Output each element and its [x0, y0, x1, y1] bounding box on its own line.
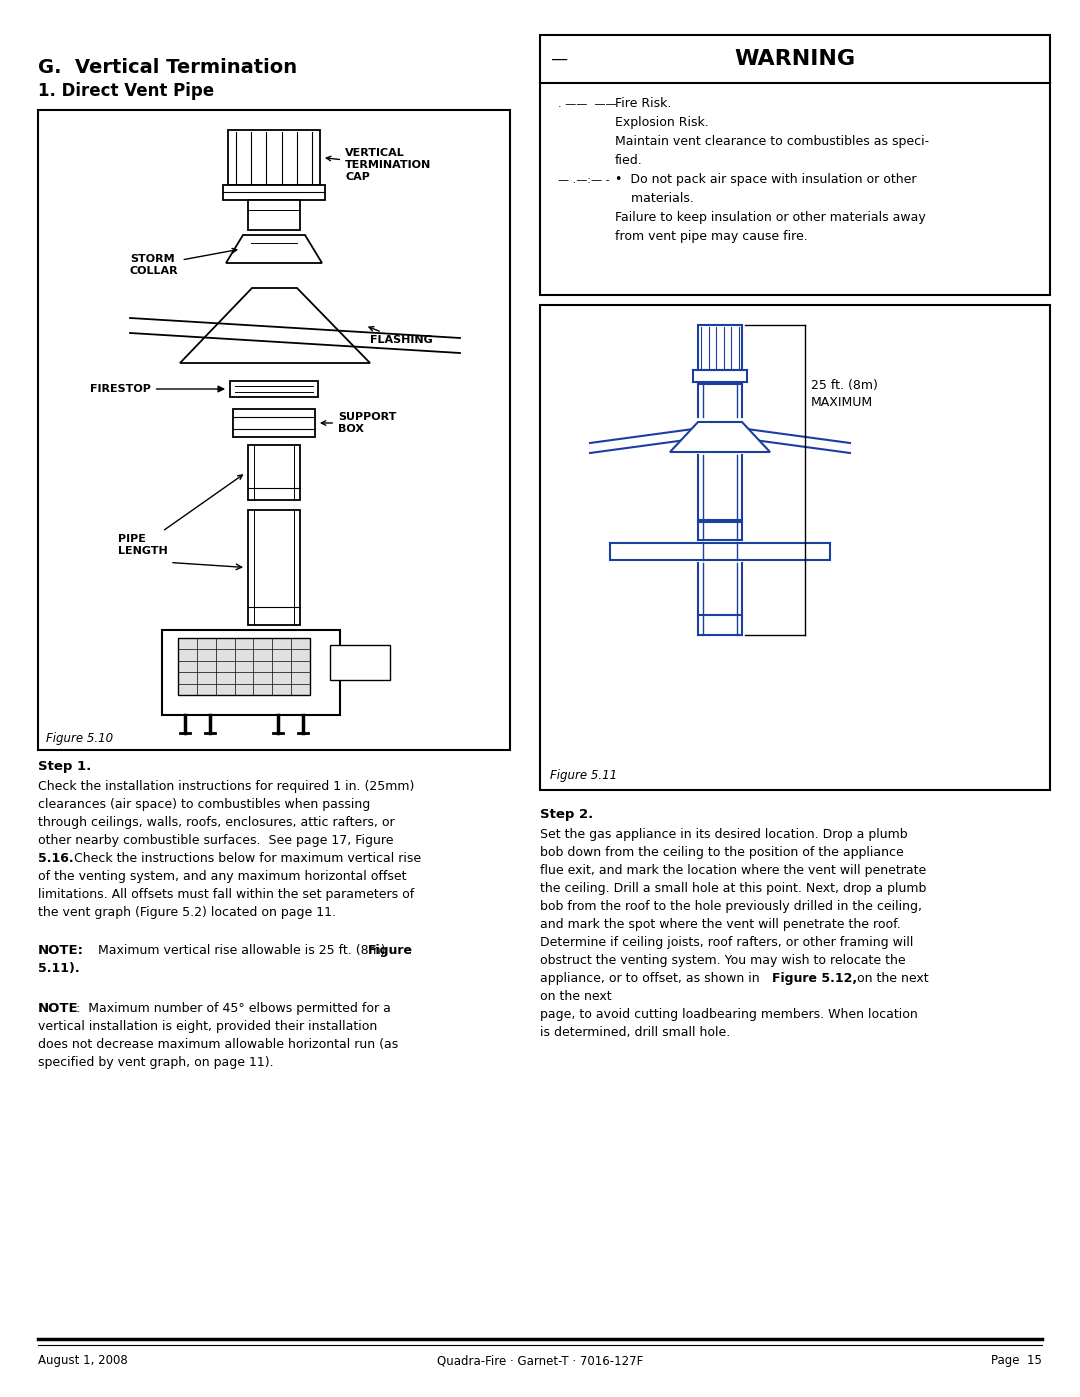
- Text: Figure 5.10: Figure 5.10: [46, 732, 113, 745]
- Text: vertical installation is eight, provided their installation: vertical installation is eight, provided…: [38, 1020, 377, 1032]
- Bar: [248, 446, 300, 500]
- Bar: [222, 184, 325, 200]
- Text: Determine if ceiling joists, roof rafters, or other framing will: Determine if ceiling joists, roof rafter…: [540, 936, 914, 949]
- Bar: [698, 326, 742, 370]
- Text: Figure 5.11: Figure 5.11: [550, 768, 617, 782]
- Bar: [610, 543, 831, 560]
- Text: :  Maximum number of 45° elbows permitted for a: : Maximum number of 45° elbows permitted…: [76, 1002, 391, 1016]
- Text: Step 1.: Step 1.: [38, 760, 91, 773]
- Text: FIRESTOP: FIRESTOP: [90, 384, 224, 394]
- Text: page, to avoid cutting loadbearing members. When location: page, to avoid cutting loadbearing membe…: [540, 1009, 918, 1021]
- Text: limitations. All offsets must fall within the set parameters of: limitations. All offsets must fall withi…: [38, 888, 415, 901]
- Bar: [540, 305, 1050, 789]
- Text: Quadra-Fire · Garnet-T · 7016-127F: Quadra-Fire · Garnet-T · 7016-127F: [437, 1354, 643, 1368]
- Text: is determined, drill small hole.: is determined, drill small hole.: [540, 1025, 730, 1039]
- Text: Check the instructions below for maximum vertical rise: Check the instructions below for maximum…: [66, 852, 421, 865]
- Text: Explosion Risk.: Explosion Risk.: [615, 116, 708, 129]
- Text: 5.16.: 5.16.: [38, 852, 73, 865]
- Text: through ceilings, walls, roofs, enclosures, attic rafters, or: through ceilings, walls, roofs, enclosur…: [38, 816, 394, 828]
- Text: obstruct the venting system. You may wish to relocate the: obstruct the venting system. You may wis…: [540, 954, 906, 967]
- Text: August 1, 2008: August 1, 2008: [38, 1354, 127, 1368]
- Text: 1. Direct Vent Pipe: 1. Direct Vent Pipe: [38, 82, 214, 101]
- Text: flue exit, and mark the location where the vent will penetrate: flue exit, and mark the location where t…: [540, 863, 927, 877]
- Text: the vent graph (Figure 5.2) located on page 11.: the vent graph (Figure 5.2) located on p…: [38, 907, 336, 919]
- Text: Step 2.: Step 2.: [540, 807, 593, 821]
- Text: PIPE
LENGTH: PIPE LENGTH: [118, 475, 242, 556]
- Text: SUPPORT
BOX: SUPPORT BOX: [322, 412, 396, 434]
- Text: STORM
COLLAR: STORM COLLAR: [130, 249, 237, 275]
- Text: Page  15: Page 15: [991, 1354, 1042, 1368]
- Polygon shape: [670, 422, 770, 453]
- Text: clearances (air space) to combustibles when passing: clearances (air space) to combustibles w…: [38, 798, 370, 812]
- Text: the ceiling. Drill a small hole at this point. Next, drop a plumb: the ceiling. Drill a small hole at this …: [540, 882, 927, 895]
- Text: Set the gas appliance in its desired location. Drop a plumb: Set the gas appliance in its desired loc…: [540, 828, 907, 841]
- Text: — .—:— -: — .—:— -: [558, 175, 609, 184]
- Text: Fire Risk.: Fire Risk.: [615, 96, 672, 110]
- Text: . ——  ——: . —— ——: [558, 99, 617, 109]
- Text: NOTE: NOTE: [38, 1002, 79, 1016]
- Text: Check the installation instructions for required 1 in. (25mm): Check the installation instructions for …: [38, 780, 415, 793]
- Text: ―: ―: [552, 52, 567, 67]
- Bar: [230, 381, 318, 397]
- Text: fied.: fied.: [615, 154, 643, 168]
- Text: other nearby combustible surfaces.  See page 17, Figure: other nearby combustible surfaces. See p…: [38, 834, 393, 847]
- Text: appliance, or to offset, as shown in: appliance, or to offset, as shown in: [540, 972, 764, 985]
- Bar: [178, 638, 310, 694]
- Text: G.  Vertical Termination: G. Vertical Termination: [38, 59, 297, 77]
- Text: of the venting system, and any maximum horizontal offset: of the venting system, and any maximum h…: [38, 870, 406, 883]
- Polygon shape: [180, 288, 370, 363]
- Bar: [38, 110, 510, 750]
- Text: bob from the roof to the hole previously drilled in the ceiling,: bob from the roof to the hole previously…: [540, 900, 922, 914]
- Text: Figure: Figure: [368, 944, 413, 957]
- Text: 5.11).: 5.11).: [38, 963, 80, 975]
- Bar: [540, 35, 1050, 295]
- Text: materials.: materials.: [615, 191, 693, 205]
- Text: MAXIMUM: MAXIMUM: [811, 397, 873, 409]
- Text: Figure 5.12,: Figure 5.12,: [772, 972, 858, 985]
- Text: on the next: on the next: [540, 990, 611, 1003]
- Text: Failure to keep insulation or other materials away: Failure to keep insulation or other mate…: [615, 211, 926, 224]
- Text: does not decrease maximum allowable horizontal run (as: does not decrease maximum allowable hori…: [38, 1038, 399, 1051]
- Text: Maintain vent clearance to combustibles as speci-: Maintain vent clearance to combustibles …: [615, 136, 929, 148]
- Text: bob down from the ceiling to the position of the appliance: bob down from the ceiling to the positio…: [540, 847, 904, 859]
- Text: on the next: on the next: [853, 972, 929, 985]
- Text: specified by vent graph, on page 11).: specified by vent graph, on page 11).: [38, 1056, 273, 1069]
- Bar: [162, 630, 340, 715]
- Text: and mark the spot where the vent will penetrate the roof.: and mark the spot where the vent will pe…: [540, 918, 901, 930]
- Text: from vent pipe may cause fire.: from vent pipe may cause fire.: [615, 231, 808, 243]
- Text: Maximum vertical rise allowable is 25 ft. (8m): Maximum vertical rise allowable is 25 ft…: [90, 944, 390, 957]
- Polygon shape: [226, 235, 322, 263]
- Bar: [248, 200, 300, 231]
- Text: VERTICAL
TERMINATION
CAP: VERTICAL TERMINATION CAP: [326, 148, 431, 182]
- Text: WARNING: WARNING: [734, 49, 855, 68]
- Bar: [248, 510, 300, 624]
- Bar: [233, 409, 315, 437]
- Bar: [330, 645, 390, 680]
- Text: FLASHING: FLASHING: [369, 327, 433, 345]
- Bar: [228, 130, 320, 184]
- Text: •  Do not pack air space with insulation or other: • Do not pack air space with insulation …: [615, 173, 917, 186]
- Text: 25 ft. (8m): 25 ft. (8m): [811, 379, 878, 391]
- Text: NOTE:: NOTE:: [38, 944, 84, 957]
